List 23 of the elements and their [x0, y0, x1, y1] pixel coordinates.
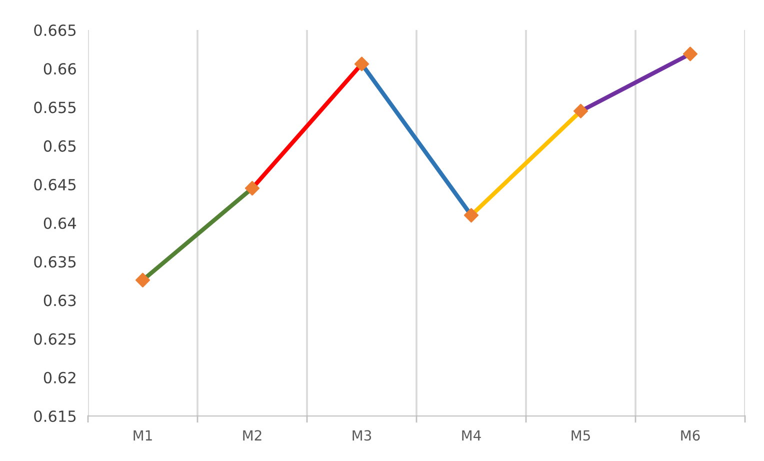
- x-tick-label: M2: [243, 430, 262, 440]
- point: [464, 208, 479, 223]
- y-tick-label: 0.62: [44, 372, 76, 384]
- x-tick-label: M5: [572, 430, 590, 441]
- y-tick-label: 0.625: [34, 333, 76, 345]
- y-tick-label: 0.635: [34, 256, 76, 268]
- y-tick-label: 0.64: [44, 217, 76, 230]
- point: [573, 104, 588, 118]
- y-tick-label: 0.66: [44, 63, 76, 75]
- y-tick-label: 0.615: [34, 410, 76, 422]
- point: [135, 272, 150, 288]
- x-tick-label: M6: [681, 430, 700, 441]
- y-tick-label: 0.665: [34, 24, 76, 36]
- point: [682, 46, 698, 62]
- y-tick-label: 0.645: [34, 178, 76, 190]
- y-tick-label: 0.655: [34, 102, 76, 114]
- x-tick-label: M4: [462, 430, 481, 440]
- y-tick-label: 0.65: [44, 140, 76, 152]
- x-tick-label: M1: [134, 430, 152, 440]
- x-tick-label: M3: [352, 430, 372, 441]
- point: [354, 56, 370, 72]
- point: [244, 180, 260, 196]
- y-tick-label: 0.63: [44, 294, 76, 306]
